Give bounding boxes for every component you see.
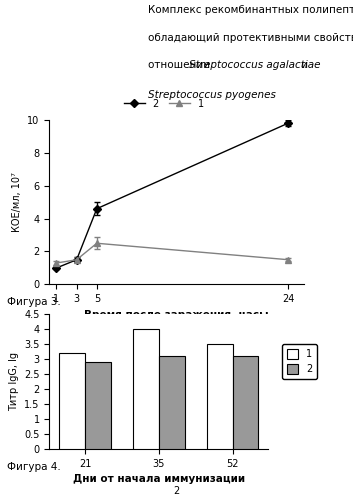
Bar [233,356,258,449]
Y-axis label: Титр IgG, lg: Титр IgG, lg [8,352,19,411]
Bar [133,329,159,449]
Text: Комплекс рекомбинантных полипептидов,: Комплекс рекомбинантных полипептидов, [148,5,353,15]
Legend: 1, 2: 1, 2 [282,344,317,379]
Text: 2: 2 [173,486,180,496]
Text: Streptococcus agalactiae: Streptococcus agalactiae [189,60,321,70]
Bar [85,362,111,449]
Text: и: и [298,60,309,70]
Text: Фигура 4.: Фигура 4. [7,462,61,472]
Legend: 2, 1: 2, 1 [120,95,208,113]
Text: Streptococcus pyogenes: Streptococcus pyogenes [148,90,276,100]
Bar [207,344,233,449]
Text: отношении: отношении [148,60,214,70]
X-axis label: Время после заражения, часы: Время после заражения, часы [84,310,269,320]
Text: обладающий протективными свойствами в: обладающий протективными свойствами в [148,33,353,43]
Bar [159,356,185,449]
X-axis label: Дни от начала иммунизации: Дни от начала иммунизации [73,475,245,485]
Y-axis label: КОЕ/мл, 10⁷: КОЕ/мл, 10⁷ [12,172,22,232]
Bar [59,353,85,449]
Text: Фигура 3.: Фигура 3. [7,297,61,307]
